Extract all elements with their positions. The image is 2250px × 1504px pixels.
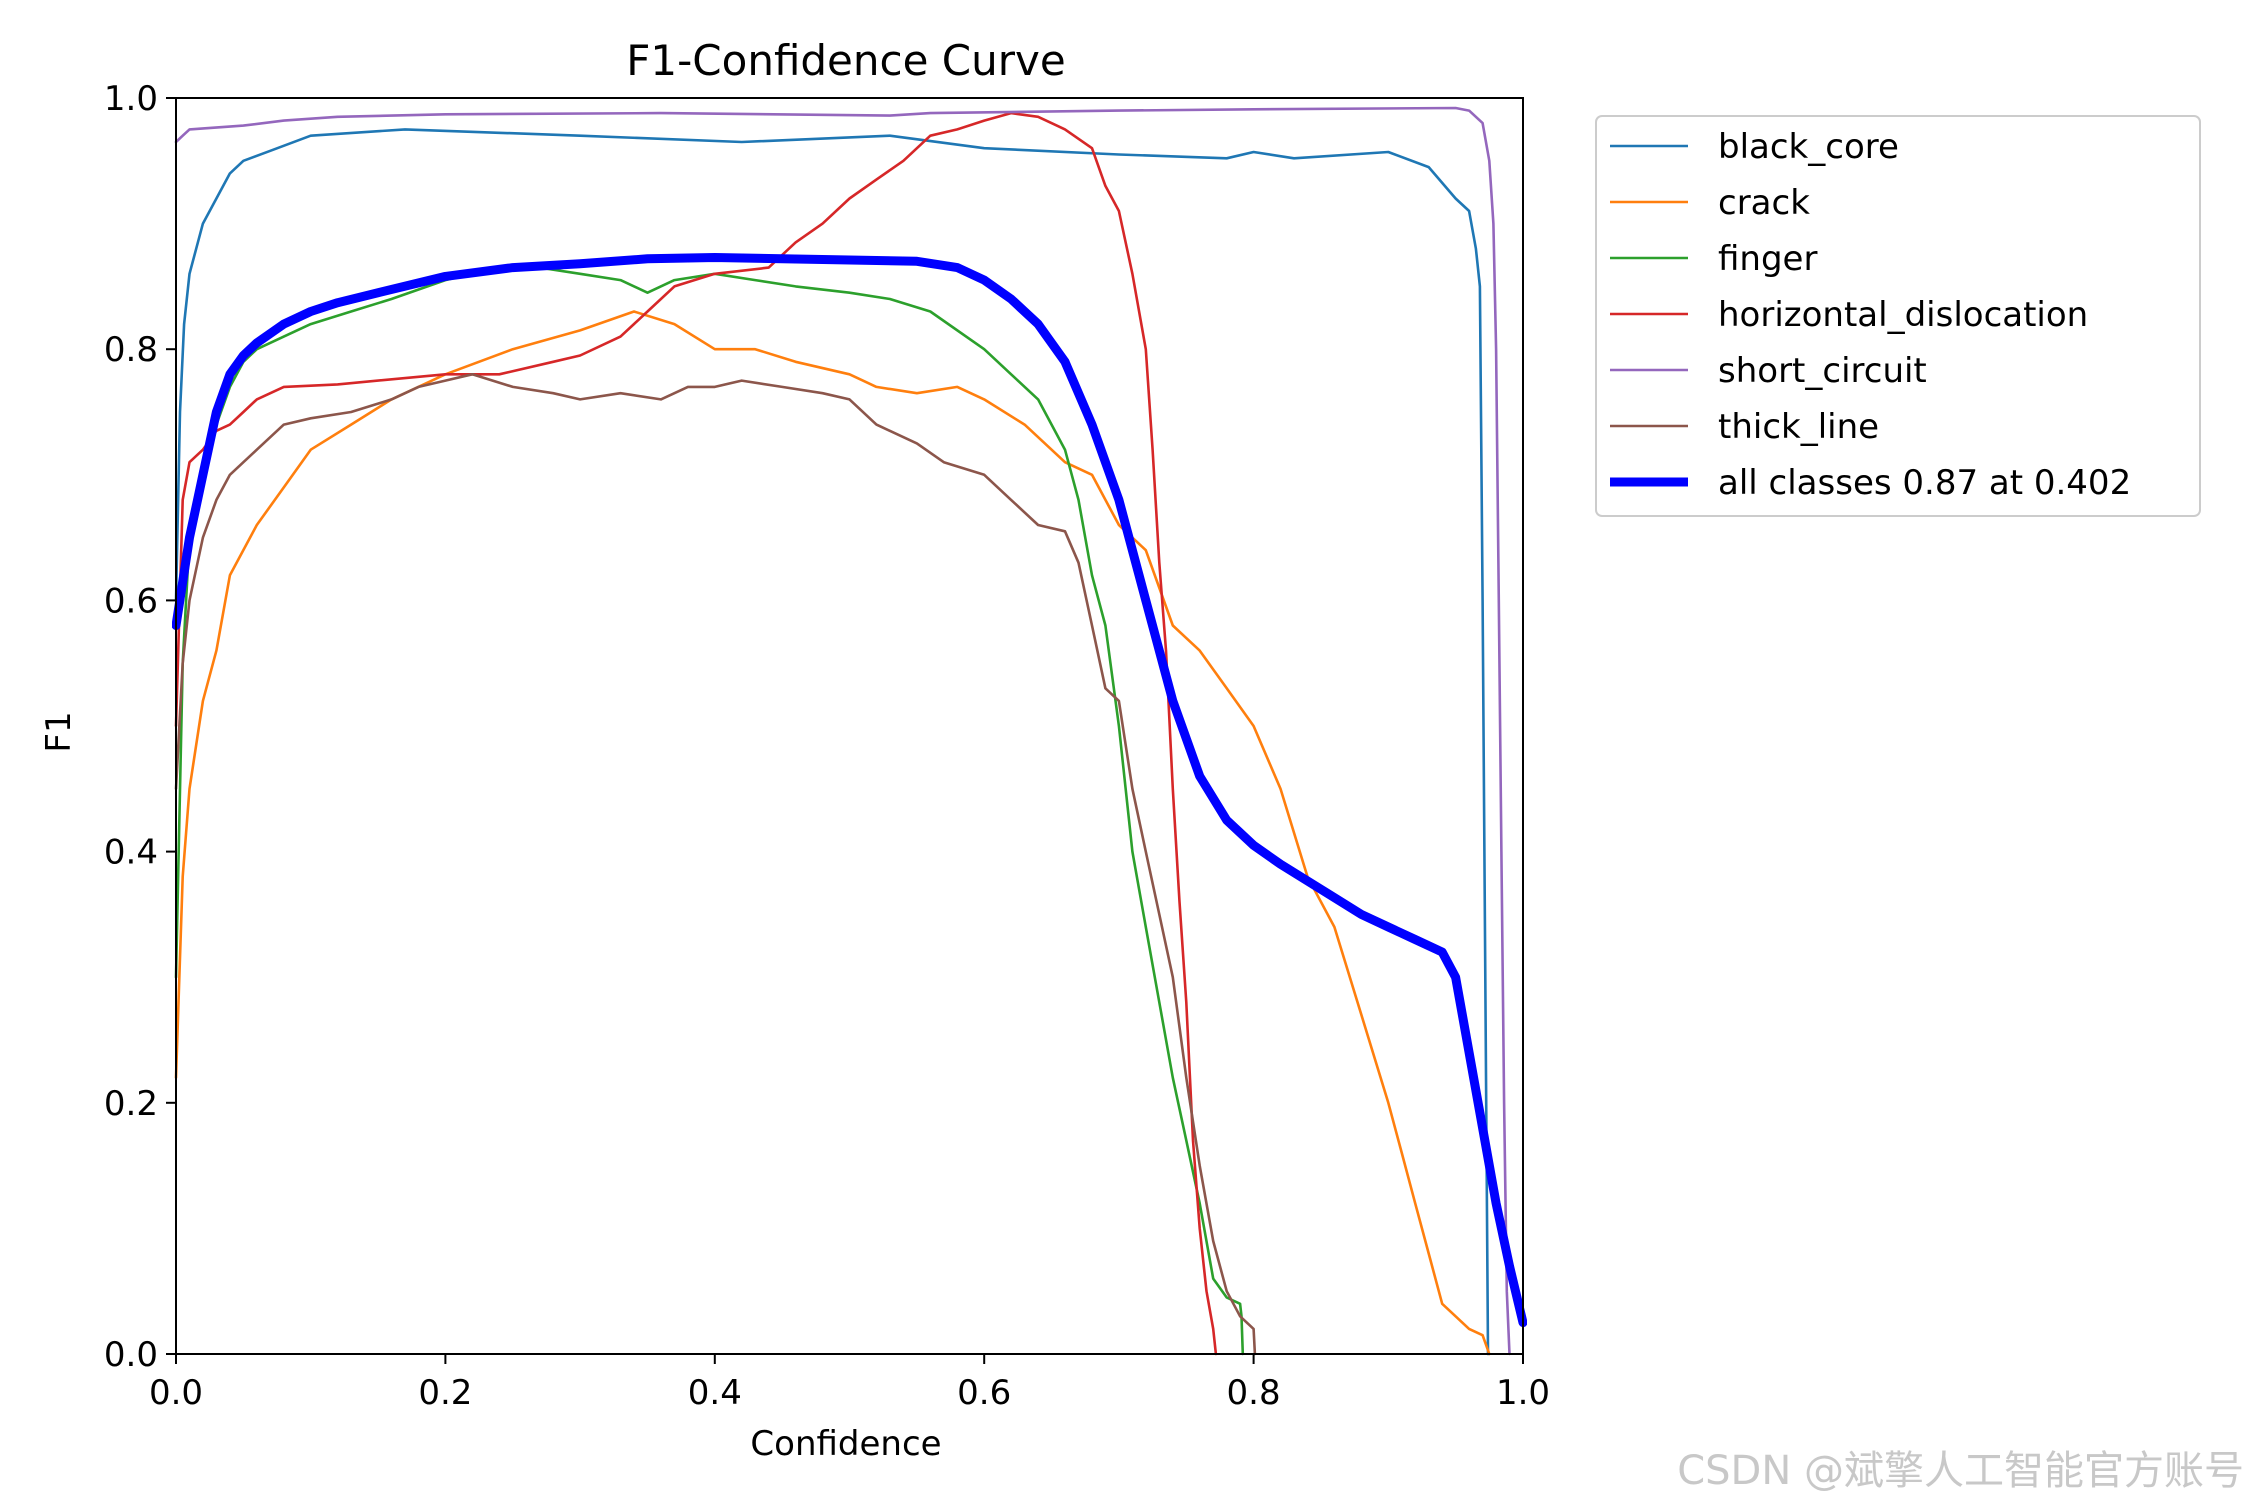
- x-tick-label: 0.0: [149, 1373, 203, 1413]
- axes-layer: 0.0 0.2 0.4 0.6 0.8 1.0 0.0 0.2 0.4 0.6 0.8 1.0: [104, 79, 1550, 1413]
- y-tick-label: 0.6: [104, 581, 158, 621]
- chart-title: F1-Confidence Curve: [626, 36, 1065, 85]
- watermark: CSDN @斌擎人工智能官方账号: [1677, 1448, 2244, 1494]
- x-tick-label: 0.2: [418, 1373, 472, 1413]
- y-tick-label: 0.0: [104, 1335, 158, 1375]
- x-tick-label: 1.0: [1496, 1373, 1550, 1413]
- legend-label-horizontal-dislocation: horizontal_dislocation: [1718, 295, 2088, 335]
- legend-label-thick-line: thick_line: [1718, 407, 1879, 447]
- series-line-black-core: [174, 128, 1490, 1356]
- x-tick-label: 0.4: [688, 1373, 742, 1413]
- legend-label-black-core: black_core: [1718, 127, 1899, 167]
- y-tick-label: 0.4: [104, 833, 158, 873]
- legend-label-short-circuit: short_circuit: [1718, 351, 1927, 391]
- legend-label-crack: crack: [1718, 183, 1810, 223]
- plot-frame: [175, 97, 1524, 1355]
- legend-frame: [1595, 115, 2201, 517]
- legend-label-all-classes-0-87-at-0-402: all classes 0.87 at 0.402: [1718, 463, 2131, 503]
- y-axis-label: F1: [39, 711, 79, 752]
- series-line-horizontal-dislocation: [174, 111, 1218, 1356]
- series-line-finger: [174, 266, 1245, 1356]
- x-tick-label: 0.8: [1227, 1373, 1281, 1413]
- legend-label-finger: finger: [1718, 239, 1817, 279]
- series-line-crack: [174, 310, 1491, 1356]
- series-line-short-circuit: [174, 106, 1511, 1356]
- x-tick-label: 0.6: [957, 1373, 1011, 1413]
- y-tick-label: 1.0: [104, 79, 158, 119]
- y-tick-label: 0.8: [104, 330, 158, 370]
- series-line-all-classes-0-87-at-0-402: [172, 253, 1527, 1328]
- series-line-thick-line: [174, 373, 1257, 1356]
- x-axis-label: Confidence: [750, 1424, 941, 1464]
- y-tick-label: 0.2: [104, 1084, 158, 1124]
- series-layer: [172, 106, 1527, 1356]
